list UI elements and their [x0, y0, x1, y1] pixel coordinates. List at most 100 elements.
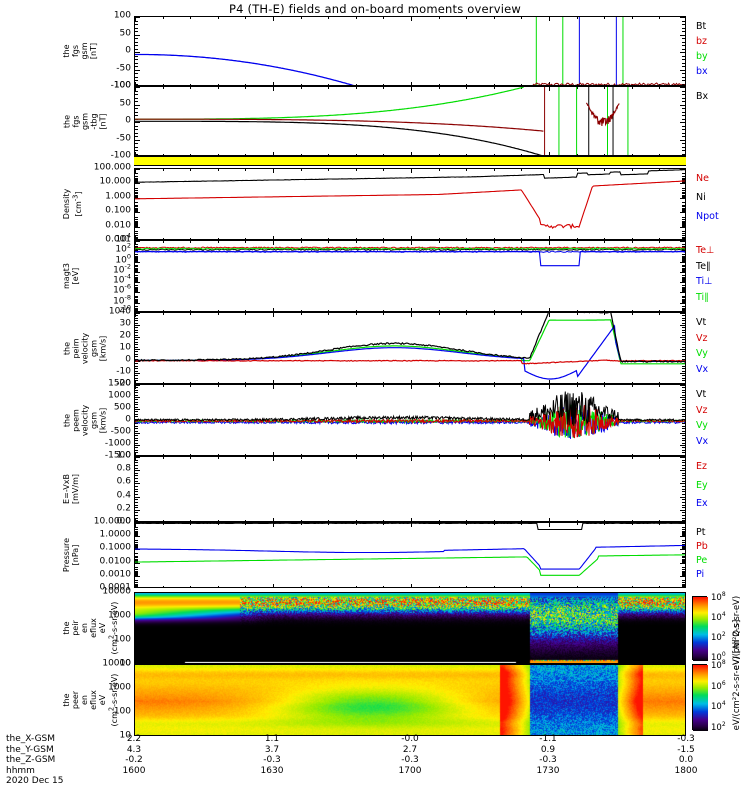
xtick-minor	[162, 520, 164, 521]
ytick-minor	[682, 308, 685, 310]
ytick-minor	[135, 375, 138, 377]
ytick-label: 104	[115, 231, 131, 245]
ytick-minor	[682, 555, 685, 557]
ytick-minor	[135, 332, 138, 334]
ytick	[135, 373, 140, 374]
xtick-minor	[328, 382, 330, 383]
xtick	[548, 308, 550, 311]
xtick-minor	[162, 241, 164, 243]
ytick-minor	[135, 97, 138, 99]
xtick	[410, 308, 412, 311]
xtick-minor	[162, 382, 164, 383]
xtick-minor	[190, 385, 192, 387]
ytick-minor	[135, 486, 138, 488]
ytick-minor	[135, 559, 138, 561]
ytick	[680, 433, 685, 434]
ytick-label: 10-2	[113, 262, 131, 276]
xtick-minor	[604, 523, 606, 525]
xtick-minor	[438, 154, 440, 155]
xtick-minor	[631, 169, 633, 171]
ytick-minor	[682, 442, 685, 444]
ytick-minor	[135, 570, 138, 572]
ytick-minor	[682, 94, 685, 95]
xtick-minor	[190, 454, 192, 455]
xtick	[410, 380, 412, 383]
ytick-minor	[682, 236, 685, 238]
xtick-minor	[300, 310, 302, 311]
ytick-minor	[682, 90, 685, 92]
ytick-minor	[135, 380, 138, 382]
xtick-minor	[493, 154, 495, 155]
xtick-minor	[659, 241, 661, 243]
ytick-minor	[135, 423, 138, 425]
ytick-minor	[135, 322, 138, 324]
ytick-minor	[135, 545, 138, 547]
xtick-minor	[300, 454, 302, 455]
ytick-minor	[682, 344, 685, 346]
xtick-minor	[466, 241, 468, 243]
ytick-minor	[682, 20, 685, 22]
xtick-minor	[466, 154, 468, 155]
ytick-minor	[682, 244, 685, 246]
ytick-minor	[682, 280, 685, 282]
ytick-minor	[135, 440, 138, 442]
ytick-minor	[135, 542, 138, 544]
ytick-minor	[682, 181, 685, 183]
ylabel-word: peir	[71, 620, 80, 636]
ytick-label: 0.2	[116, 503, 131, 514]
xtick-minor	[631, 313, 633, 315]
ytick-minor	[135, 370, 138, 372]
legend-item: Npot	[696, 211, 719, 222]
ytick-minor	[135, 276, 138, 278]
xtick-minor	[190, 523, 192, 525]
ytick-minor	[682, 197, 685, 199]
ylabel-word: gsm	[80, 112, 89, 130]
xtick-minor	[521, 313, 523, 315]
ytick-label: 0	[125, 45, 131, 56]
ytick-minor	[682, 546, 685, 548]
legend-item: Vx	[696, 363, 709, 375]
xtick-minor	[438, 382, 440, 383]
ytick-minor	[135, 202, 138, 204]
ytick-minor	[682, 571, 685, 573]
ytick-minor	[682, 529, 685, 531]
ytick-minor	[682, 279, 685, 281]
ytick-minor	[682, 459, 685, 461]
xtick	[548, 87, 550, 91]
legend-item: Vz	[696, 404, 708, 416]
xtick-minor	[383, 382, 385, 383]
ytick-minor	[682, 302, 685, 304]
ytick-minor	[682, 486, 685, 488]
ytick-minor	[135, 320, 138, 322]
xtick-minor	[328, 169, 330, 171]
ytick-minor	[682, 467, 685, 469]
data-trace	[585, 102, 620, 127]
ytick	[135, 457, 140, 458]
ytick-minor	[682, 341, 685, 343]
xtick-minor	[438, 520, 440, 521]
ytick-minor	[135, 452, 138, 454]
xtick-minor	[576, 586, 578, 587]
ytick	[135, 385, 140, 386]
ytick-minor	[682, 315, 685, 317]
ytick-minor	[135, 533, 138, 535]
ytick-minor	[682, 219, 685, 221]
trace-group	[135, 391, 685, 439]
xtick-minor	[631, 17, 633, 19]
ytick	[680, 470, 685, 472]
panel-fgs-gsm	[134, 16, 686, 86]
ytick-minor	[682, 413, 685, 415]
ytick-label: 1000	[108, 610, 131, 621]
xtick-minor	[217, 84, 219, 85]
ytick-minor	[682, 493, 685, 495]
axis-row-label: hhmm	[6, 765, 35, 776]
legend-item: Pb	[696, 541, 708, 552]
xtick-minor	[438, 310, 440, 311]
ytick	[680, 409, 685, 410]
legend-item: Ey	[696, 479, 708, 491]
xtick-minor	[604, 454, 606, 455]
legend-item: Vy	[696, 420, 708, 431]
xtick-minor	[355, 313, 357, 315]
ytick-minor	[682, 136, 685, 137]
ytick-minor	[682, 530, 685, 532]
